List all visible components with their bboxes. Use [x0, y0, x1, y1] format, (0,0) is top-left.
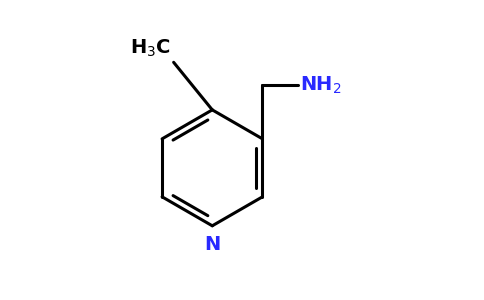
Text: N: N: [204, 235, 220, 254]
Text: NH$_2$: NH$_2$: [300, 75, 341, 96]
Text: H$_3$C: H$_3$C: [130, 38, 171, 59]
